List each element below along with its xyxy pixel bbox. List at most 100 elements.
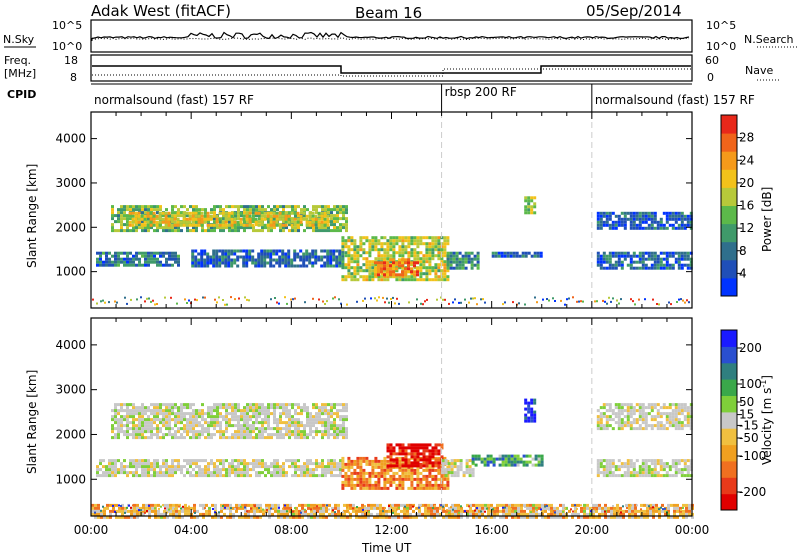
heatmap-cell — [282, 462, 285, 466]
heatmap-cell — [347, 483, 351, 487]
heatmap-cell — [427, 503, 430, 507]
heatmap-cell — [671, 424, 675, 428]
heatmap-cell — [677, 424, 681, 428]
heatmap-cell — [263, 217, 267, 221]
heatmap-cell — [493, 515, 496, 519]
heatmap-cell — [469, 509, 472, 513]
heatmap-cell — [156, 251, 159, 255]
heatmap-cell — [383, 456, 387, 460]
heatmap-cell — [522, 463, 526, 467]
heatmap-cell — [276, 459, 279, 463]
heatmap-cell — [219, 427, 222, 431]
heatmap-cell — [530, 199, 534, 203]
heatmap-cell — [524, 407, 528, 411]
heatmap-cell — [541, 515, 544, 519]
heatmap-cell — [132, 229, 135, 233]
heatmap-cell — [424, 506, 427, 510]
heatmap-cell — [210, 459, 213, 463]
heatmap-cell — [473, 263, 477, 267]
heatmap-cell — [141, 471, 144, 475]
heatmap-cell — [120, 214, 123, 218]
heatmap-cell — [683, 223, 687, 227]
heatmap-cell — [318, 226, 321, 230]
heatmap-cell — [210, 462, 213, 466]
heatmap-cell — [608, 263, 612, 267]
heatmap-cell — [234, 471, 237, 475]
heatmap-cell — [254, 264, 258, 268]
heatmap-cell — [320, 217, 324, 221]
heatmap-cell — [371, 236, 375, 240]
heatmap-cell — [398, 254, 402, 258]
heatmap-cell — [536, 251, 540, 255]
heatmap-cell — [294, 297, 296, 300]
heatmap-cell — [270, 406, 273, 410]
heatmap-cell — [230, 249, 234, 253]
heatmap-cell — [359, 236, 363, 240]
heatmap-cell — [99, 257, 102, 261]
heatmap-cell — [336, 468, 339, 472]
heatmap-cell — [635, 214, 639, 218]
heatmap-cell — [552, 297, 554, 300]
heatmap-cell — [138, 205, 141, 209]
heatmap-cell — [126, 205, 129, 209]
heatmap-cell — [258, 465, 261, 469]
heatmap-cell — [608, 226, 612, 230]
heatmap-cell — [240, 214, 243, 218]
heatmap-cell — [309, 471, 312, 475]
heatmap-cell — [398, 239, 402, 243]
heatmap-cell — [144, 474, 147, 478]
heatmap-cell — [154, 515, 157, 519]
heatmap-cell — [345, 208, 348, 212]
heatmap-cell — [282, 409, 285, 413]
heatmap-cell — [416, 251, 420, 255]
heatmap-cell — [150, 436, 153, 440]
heatmap-cell — [334, 512, 337, 516]
heatmap-cell — [235, 506, 238, 510]
heatmap-cell — [427, 512, 430, 516]
heatmap-cell — [403, 509, 406, 513]
heatmap-cell — [472, 509, 475, 513]
heatmap-cell — [533, 410, 537, 414]
heatmap-cell — [117, 229, 120, 233]
heatmap-cell — [193, 503, 196, 507]
heatmap-cell — [635, 211, 639, 215]
heatmap-cell — [537, 454, 541, 458]
heatmap-cell — [359, 275, 363, 279]
heatmap-cell — [279, 415, 282, 419]
heatmap-cell — [605, 260, 609, 264]
heatmap-cell — [355, 512, 358, 516]
heatmap-cell — [129, 421, 132, 425]
heatmap-cell — [365, 257, 369, 261]
heatmap-cell — [611, 471, 615, 475]
heatmap-cell — [228, 436, 231, 440]
heatmap-cell — [550, 503, 553, 507]
heatmap-cell — [422, 483, 426, 487]
heatmap-cell — [638, 412, 642, 416]
heatmap-cell — [264, 208, 267, 212]
heatmap-cell — [184, 512, 187, 516]
heatmap-cell — [115, 515, 118, 519]
heatmap-cell — [224, 217, 228, 221]
heatmap-cell — [245, 214, 249, 218]
heatmap-cell — [406, 512, 409, 516]
heatmap-cell — [103, 506, 106, 510]
heatmap-cell — [150, 418, 153, 422]
heatmap-cell — [321, 436, 324, 440]
heatmap-cell — [347, 465, 351, 469]
heatmap-cell — [306, 468, 309, 472]
heatmap-cell — [450, 468, 454, 472]
heatmap-cell — [683, 415, 687, 419]
heatmap-cell — [404, 236, 408, 240]
heatmap-cell — [177, 208, 180, 212]
heatmap-cell — [407, 278, 411, 282]
heatmap-cell — [653, 266, 657, 270]
heatmap-cell — [686, 220, 690, 224]
heatmap-cell — [336, 427, 339, 431]
heatmap-cell — [254, 258, 258, 262]
heatmap-cell — [168, 471, 171, 475]
heatmap-cell — [376, 515, 379, 519]
heatmap-cell — [246, 409, 249, 413]
heatmap-cell — [599, 424, 603, 428]
heatmap-cell — [362, 471, 366, 475]
heatmap-cell — [647, 211, 651, 215]
